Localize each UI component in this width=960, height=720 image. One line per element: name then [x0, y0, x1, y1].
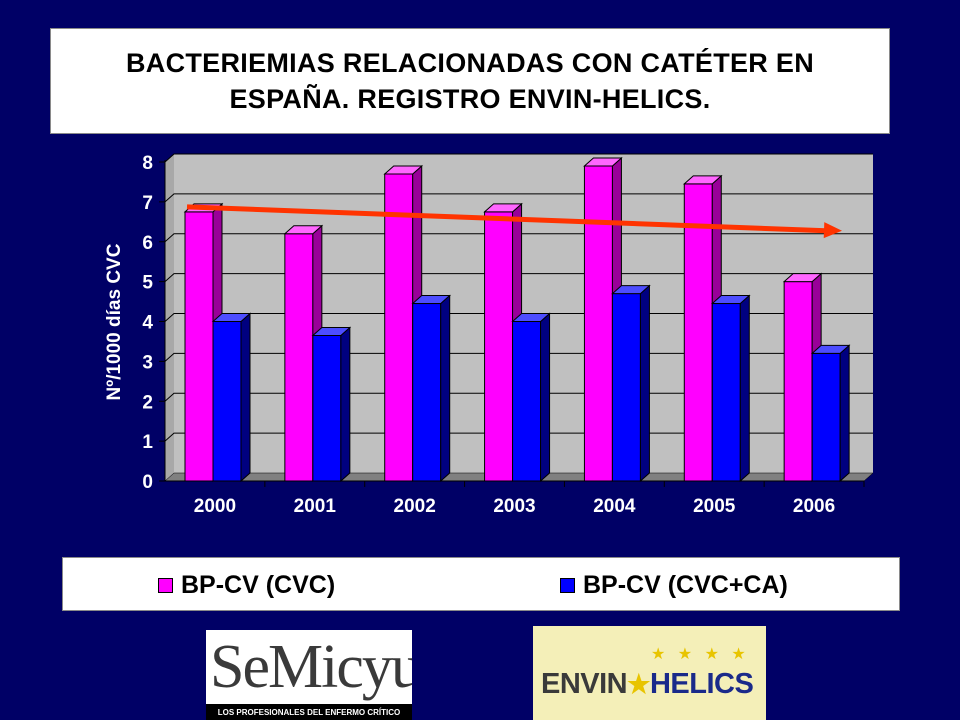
legend-label-cvc: BP-CV (CVC)	[181, 570, 336, 599]
bar-top	[810, 344, 851, 354]
bar-cvc-ca-2002	[412, 303, 442, 482]
star-icon: ★	[627, 669, 650, 699]
bar-top	[483, 203, 523, 213]
bar-side	[340, 326, 351, 483]
bar-cvc-2003	[484, 211, 514, 482]
x-tick-label: 2004	[593, 496, 636, 517]
legend-swatch-cvc	[158, 577, 173, 593]
y-tick-label: 8	[142, 153, 153, 174]
bar-cvc-2002	[384, 173, 414, 482]
trend-arrow	[186, 204, 842, 239]
y-tick-label: 2	[142, 392, 153, 413]
legend-swatch-cvc-ca	[560, 577, 575, 593]
trend-arrowhead	[823, 222, 842, 239]
bar-cvc-2000	[184, 211, 214, 482]
bar-cvc-ca-2006	[811, 352, 841, 482]
gridline	[164, 233, 873, 243]
semicyuc-logo: SeMicyuc LOS PROFESIONALES DEL ENFERMO C…	[206, 630, 412, 720]
bar-side	[240, 312, 251, 483]
chart-title-line-1: BACTERIEMIAS RELACIONADAS CON CATÉTER EN	[125, 48, 814, 78]
bar-cvc-2006	[783, 281, 813, 482]
bar-top	[383, 165, 424, 175]
legend-label-cvc-ca: BP-CV (CVC+CA)	[583, 570, 788, 599]
bar-top	[211, 313, 252, 322]
bar-top	[710, 295, 751, 305]
helics-text: HELICS	[649, 668, 754, 700]
semicyuc-logo-text: SeMicyuc	[210, 633, 412, 701]
bar-cvc-ca-2000	[212, 321, 242, 482]
bar-top	[283, 225, 324, 235]
trend-line	[186, 204, 827, 234]
legend: BP-CV (CVC) BP-CV (CVC+CA)	[62, 557, 900, 611]
axis-labels: 0 1 2 3 4 5 6 7 8 Nº/1000 días CVC 2000 2001 2002 200…	[104, 153, 835, 517]
bar-cvc-ca-2003	[512, 321, 542, 482]
legend-item-cvc-ca: BP-CV (CVC+CA)	[560, 558, 788, 612]
envin-helics-text: ENVIN★HELICS	[541, 668, 754, 701]
bar-cvc-2005	[683, 183, 713, 482]
x-tick-label: 2002	[394, 496, 436, 517]
bar-side	[540, 312, 551, 483]
envin-text: ENVIN	[541, 668, 628, 700]
envin-helics-logo: ★ ★ ★ ★ ENVIN★HELICS	[533, 626, 766, 720]
gridline	[164, 273, 873, 282]
bar-cvc-2004	[583, 165, 613, 482]
bar-top	[611, 285, 651, 295]
bar-top	[782, 273, 823, 283]
chart-title: BACTERIEMIAS RELACIONADAS CON CATÉTER EN…	[50, 28, 890, 134]
gridline	[164, 193, 873, 203]
y-tick-label: 1	[142, 432, 153, 453]
x-tick-label: 2005	[693, 496, 736, 517]
bar-top	[511, 313, 551, 322]
bar-side	[839, 344, 850, 483]
semicyuc-tagline: LOS PROFESIONALES DEL ENFERMO CRÍTICO	[206, 704, 412, 720]
bar-cvc-ca-2004	[611, 293, 641, 482]
bar-top	[583, 157, 623, 167]
bars	[183, 156, 851, 483]
bar-cvc-ca-2001	[312, 334, 342, 482]
gridline	[164, 153, 873, 163]
bar-cvc-2001	[284, 233, 314, 482]
y-tick-label: 7	[142, 193, 153, 214]
bar-top	[411, 295, 452, 305]
bar-side	[739, 294, 750, 483]
bar-side	[440, 294, 451, 483]
y-tick-label: 3	[142, 352, 153, 373]
chart-title-line-2: ESPAÑA. REGISTRO ENVIN-HELICS.	[229, 84, 711, 114]
bar-top	[682, 175, 723, 185]
x-tick-label: 2006	[793, 496, 835, 517]
y-tick-label: 0	[142, 472, 153, 493]
x-tick-label: 2000	[194, 496, 236, 517]
bar-side	[639, 284, 650, 483]
bar-top	[311, 326, 352, 336]
x-tick-label: 2003	[493, 496, 535, 517]
legend-item-cvc: BP-CV (CVC)	[158, 558, 335, 612]
y-axis-label: Nº/1000 días CVC	[104, 243, 125, 400]
y-tick-label: 4	[142, 313, 153, 334]
y-tick-label: 5	[142, 273, 153, 294]
y-tick-label: 6	[142, 233, 153, 254]
x-tick-label: 2001	[294, 496, 337, 517]
bar-cvc-ca-2005	[711, 303, 741, 482]
stars-icon: ★ ★ ★ ★	[651, 646, 750, 663]
